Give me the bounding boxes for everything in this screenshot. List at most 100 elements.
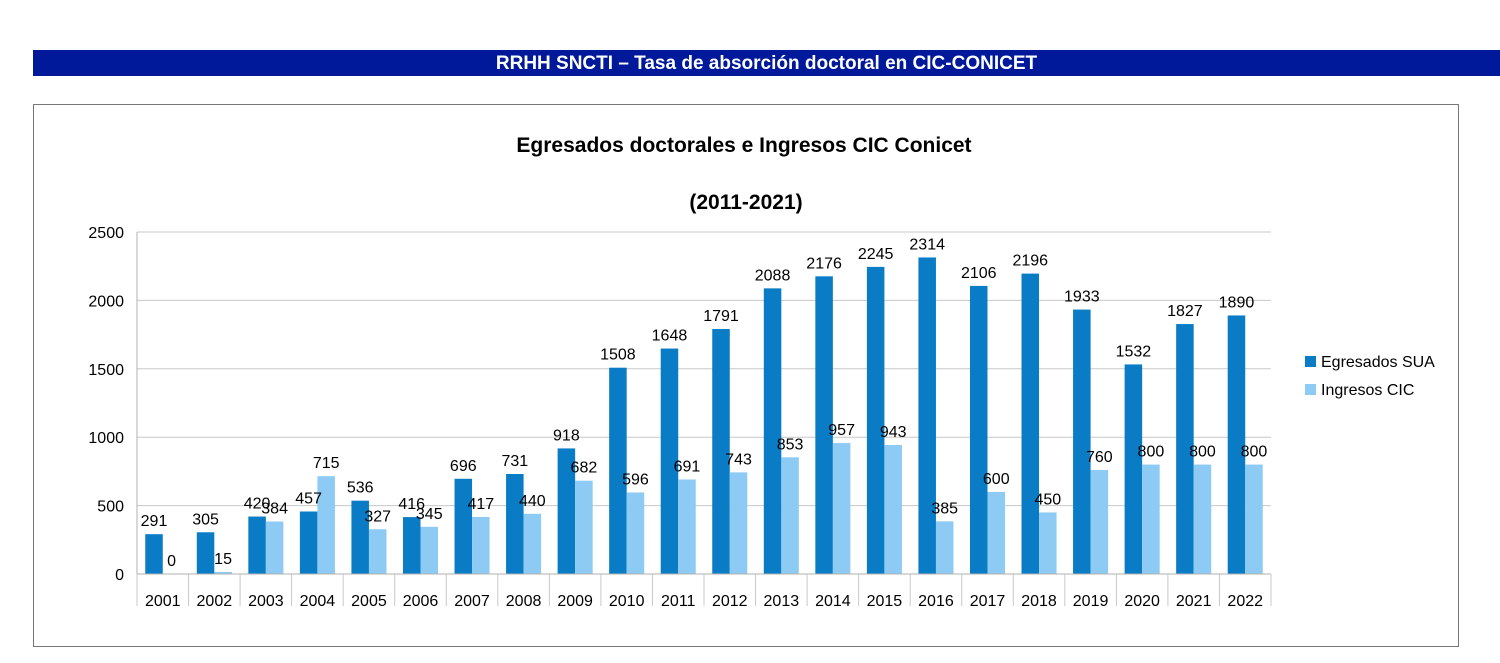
- x-tick-label: 2004: [300, 593, 336, 610]
- data-label: 2245: [858, 246, 894, 263]
- bar-ingresos-cic: [987, 491, 1006, 574]
- legend-swatch: [1305, 384, 1316, 395]
- bar-ingresos-cic: [884, 444, 902, 574]
- x-tick-label: 2020: [1124, 593, 1160, 610]
- x-tick-label: 2008: [506, 593, 542, 610]
- bar-ingresos-cic: [935, 521, 954, 574]
- data-label: 2106: [961, 265, 997, 282]
- bar-egresados-sua: [248, 516, 266, 574]
- x-tick-label: 2002: [197, 593, 233, 610]
- y-tick-label: 500: [97, 499, 124, 516]
- bar-egresados-sua: [1227, 315, 1246, 574]
- bar-ingresos-cic: [265, 521, 284, 574]
- bar-egresados-sua: [1021, 273, 1040, 574]
- bar-ingresos-cic: [523, 513, 542, 574]
- bar-ingresos-cic: [368, 529, 387, 574]
- bar-egresados-sua: [712, 328, 730, 574]
- bar-egresados-sua: [196, 532, 215, 574]
- bar-egresados-sua: [402, 517, 421, 574]
- x-tick-label: 2001: [145, 593, 181, 610]
- data-label: 0: [167, 553, 176, 570]
- bar-egresados-sua: [557, 448, 576, 574]
- chart-subtitle: (2011-2021): [689, 191, 802, 214]
- y-tick-label: 0: [115, 567, 124, 584]
- y-tick-label: 1000: [88, 430, 124, 447]
- x-tick-label: 2017: [970, 593, 1006, 610]
- data-label: 420: [244, 496, 271, 513]
- data-label: 853: [777, 436, 804, 453]
- page-header-band: RRHH SNCTI – Tasa de absorción doctoral …: [33, 50, 1500, 76]
- bar-ingresos-cic: [317, 476, 335, 574]
- bar-ingresos-cic: [1039, 512, 1057, 574]
- bar-egresados-sua: [1073, 309, 1091, 574]
- data-label: 715: [313, 455, 340, 472]
- data-label: 918: [553, 427, 580, 444]
- x-tick-label: 2005: [351, 593, 387, 610]
- x-tick-label: 2019: [1073, 593, 1109, 610]
- data-label: 1933: [1064, 289, 1100, 306]
- data-label: 800: [1138, 444, 1165, 461]
- bar-egresados-sua: [866, 266, 885, 574]
- bar-ingresos-cic: [1142, 464, 1160, 574]
- bar-ingresos-cic: [678, 479, 696, 574]
- bar-ingresos-cic: [729, 472, 748, 574]
- x-tick-label: 2010: [609, 593, 645, 610]
- data-label: 1890: [1219, 294, 1255, 311]
- data-label: 2314: [909, 236, 945, 253]
- chart-frame: [33, 104, 1459, 647]
- bar-egresados-sua: [660, 348, 679, 574]
- x-tick-label: 2018: [1021, 593, 1057, 610]
- page-header-title: RRHH SNCTI – Tasa de absorción doctoral …: [495, 53, 1038, 74]
- y-tick-label: 1500: [88, 362, 124, 379]
- bar-ingresos-cic: [575, 480, 593, 574]
- bar-egresados-sua: [351, 500, 369, 574]
- bar-egresados-sua: [609, 367, 627, 574]
- data-label: 1648: [652, 328, 688, 345]
- bar-egresados-sua: [454, 478, 473, 574]
- chart-title: Egresados doctorales e Ingresos CIC Coni…: [516, 134, 971, 157]
- data-label: 305: [192, 511, 219, 528]
- data-label: 800: [1241, 444, 1268, 461]
- x-tick-label: 2007: [454, 593, 490, 610]
- bar-ingresos-cic: [472, 516, 490, 574]
- data-label: 2176: [806, 255, 842, 272]
- bar-egresados-sua: [1176, 324, 1194, 574]
- bar-ingresos-cic: [832, 443, 851, 574]
- data-label: 345: [416, 506, 443, 523]
- data-label: 1508: [600, 347, 636, 364]
- bar-ingresos-cic: [1193, 464, 1212, 574]
- data-label: 384: [261, 500, 288, 517]
- data-label: 2196: [1012, 253, 1048, 270]
- x-tick-label: 2011: [661, 593, 696, 610]
- data-label: 15: [214, 551, 232, 568]
- data-label: 800: [1189, 444, 1216, 461]
- x-tick-label: 2003: [248, 593, 284, 610]
- data-label: 596: [622, 471, 649, 488]
- bar-egresados-sua: [918, 257, 936, 574]
- data-label: 957: [828, 422, 855, 439]
- data-label: 600: [983, 471, 1010, 488]
- data-label: 385: [931, 500, 958, 517]
- data-label: 691: [674, 458, 701, 475]
- bar-ingresos-cic: [781, 457, 799, 574]
- data-label: 1532: [1116, 343, 1152, 360]
- bar-ingresos-cic: [420, 526, 439, 574]
- data-label: 731: [501, 453, 528, 470]
- bar-egresados-sua: [969, 285, 988, 574]
- bar-ingresos-cic: [1245, 464, 1263, 574]
- data-label: 1791: [703, 308, 739, 325]
- x-tick-label: 2009: [557, 593, 593, 610]
- bar-egresados-sua: [815, 276, 833, 574]
- bar-egresados-sua: [299, 511, 318, 574]
- x-tick-label: 2012: [712, 593, 748, 610]
- data-label: 536: [347, 480, 374, 497]
- data-label: 2088: [755, 267, 791, 284]
- x-tick-label: 2021: [1176, 593, 1212, 610]
- x-tick-label: 2016: [918, 593, 954, 610]
- data-label: 682: [571, 460, 598, 477]
- data-label: 450: [1034, 491, 1061, 508]
- y-tick-label: 2000: [88, 293, 124, 310]
- legend-swatch: [1305, 356, 1316, 367]
- data-label: 743: [725, 451, 752, 468]
